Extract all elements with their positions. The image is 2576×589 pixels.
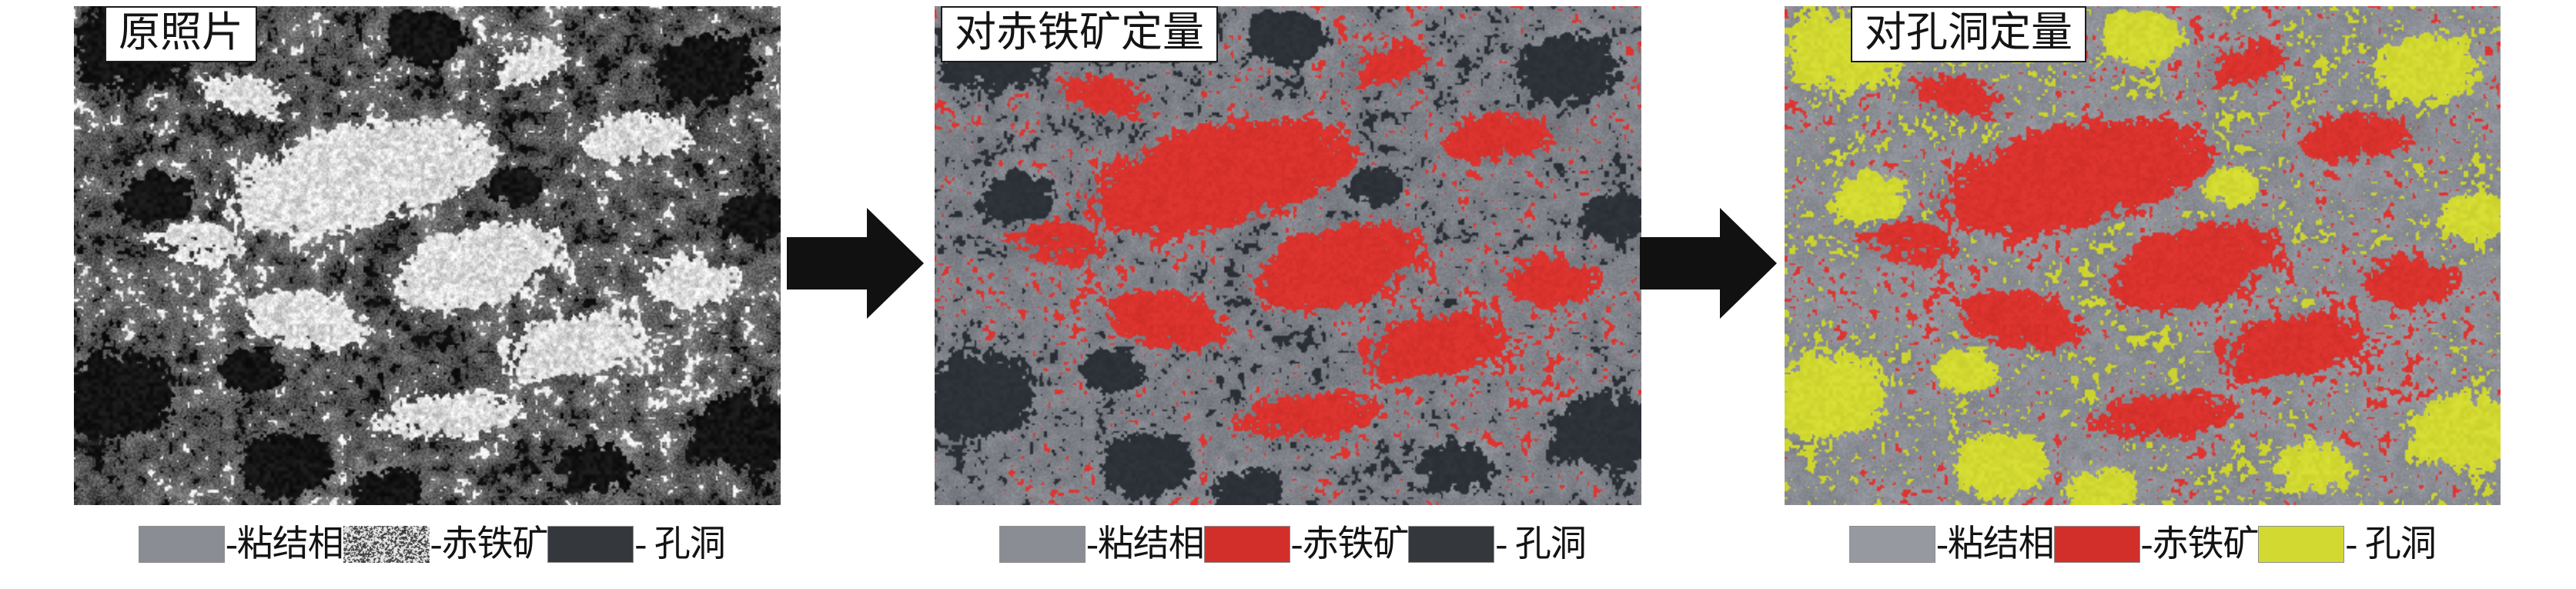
arrow-step-1-icon (787, 206, 924, 320)
arrow-step-2-icon (1640, 206, 1777, 320)
panel-caption-2: 对赤铁矿定量 (941, 6, 1218, 62)
legend-swatch-hematite-3 (2053, 526, 2140, 563)
panel-caption-3: 对孔洞定量 (1851, 6, 2086, 62)
legend-swatch-pore-1 (547, 526, 634, 563)
legend-label-binder-3: -粘结相 (1936, 524, 2055, 564)
panel-caption-1: 原照片 (105, 6, 257, 62)
legend-swatch-hematite-1 (343, 526, 430, 563)
micrograph-container-2: 对赤铁矿定量 (935, 6, 1641, 505)
legend-label-hematite-3: -赤铁矿 (2140, 524, 2260, 564)
legend-swatch-binder-2 (999, 526, 1086, 563)
micrograph-image-original (74, 6, 781, 505)
legend-item-binder-1: -粘结相 (139, 524, 344, 564)
legend-label-pore-2: - 孔洞 (1495, 524, 1586, 564)
panel-hematite-quantified: 对赤铁矿定量 -粘结相 -赤铁矿 - 孔洞 (935, 0, 1718, 589)
panel-pore-quantified: 对孔洞定量 -粘结相 -赤铁矿 - 孔洞 (1785, 0, 2568, 589)
legend-swatch-pore-2 (1408, 526, 1495, 563)
legend-item-binder-2: -粘结相 (999, 524, 1205, 564)
micrograph-image-hematite (935, 6, 1641, 505)
legend-item-hematite-2: -赤铁矿 (1203, 524, 1410, 564)
legend-label-pore-1: - 孔洞 (634, 524, 725, 564)
legend-swatch-binder-1 (139, 526, 226, 563)
legend-panel-2: -粘结相 -赤铁矿 - 孔洞 (935, 526, 1651, 563)
legend-label-hematite-2: -赤铁矿 (1290, 524, 1410, 564)
legend-panel-3: -粘结相 -赤铁矿 - 孔洞 (1785, 526, 2501, 563)
legend-label-hematite-1: -赤铁矿 (430, 524, 549, 564)
legend-item-hematite-3: -赤铁矿 (2053, 524, 2260, 564)
legend-item-pore-3: - 孔洞 (2258, 524, 2437, 564)
legend-label-binder-1: -粘结相 (226, 524, 344, 564)
micrograph-container-1: 原照片 (74, 6, 781, 505)
legend-item-hematite-1: -赤铁矿 (343, 526, 548, 563)
legend-label-pore-3: - 孔洞 (2345, 524, 2436, 564)
legend-item-pore-1: - 孔洞 (547, 524, 726, 564)
micrograph-container-3: 对孔洞定量 (1785, 6, 2501, 505)
legend-swatch-hematite-2 (1203, 526, 1290, 563)
panel-original-photo: 原照片 -粘结相 -赤铁矿 - 孔洞 (74, 0, 858, 589)
legend-label-binder-2: -粘结相 (1086, 524, 1205, 564)
legend-swatch-binder-3 (1849, 526, 1936, 563)
legend-item-pore-2: - 孔洞 (1408, 524, 1587, 564)
legend-panel-1: -粘结相 -赤铁矿 - 孔洞 (74, 526, 790, 563)
legend-swatch-pore-3 (2258, 526, 2345, 563)
legend-item-binder-3: -粘结相 (1849, 524, 2055, 564)
micrograph-image-pore (1785, 6, 2501, 505)
